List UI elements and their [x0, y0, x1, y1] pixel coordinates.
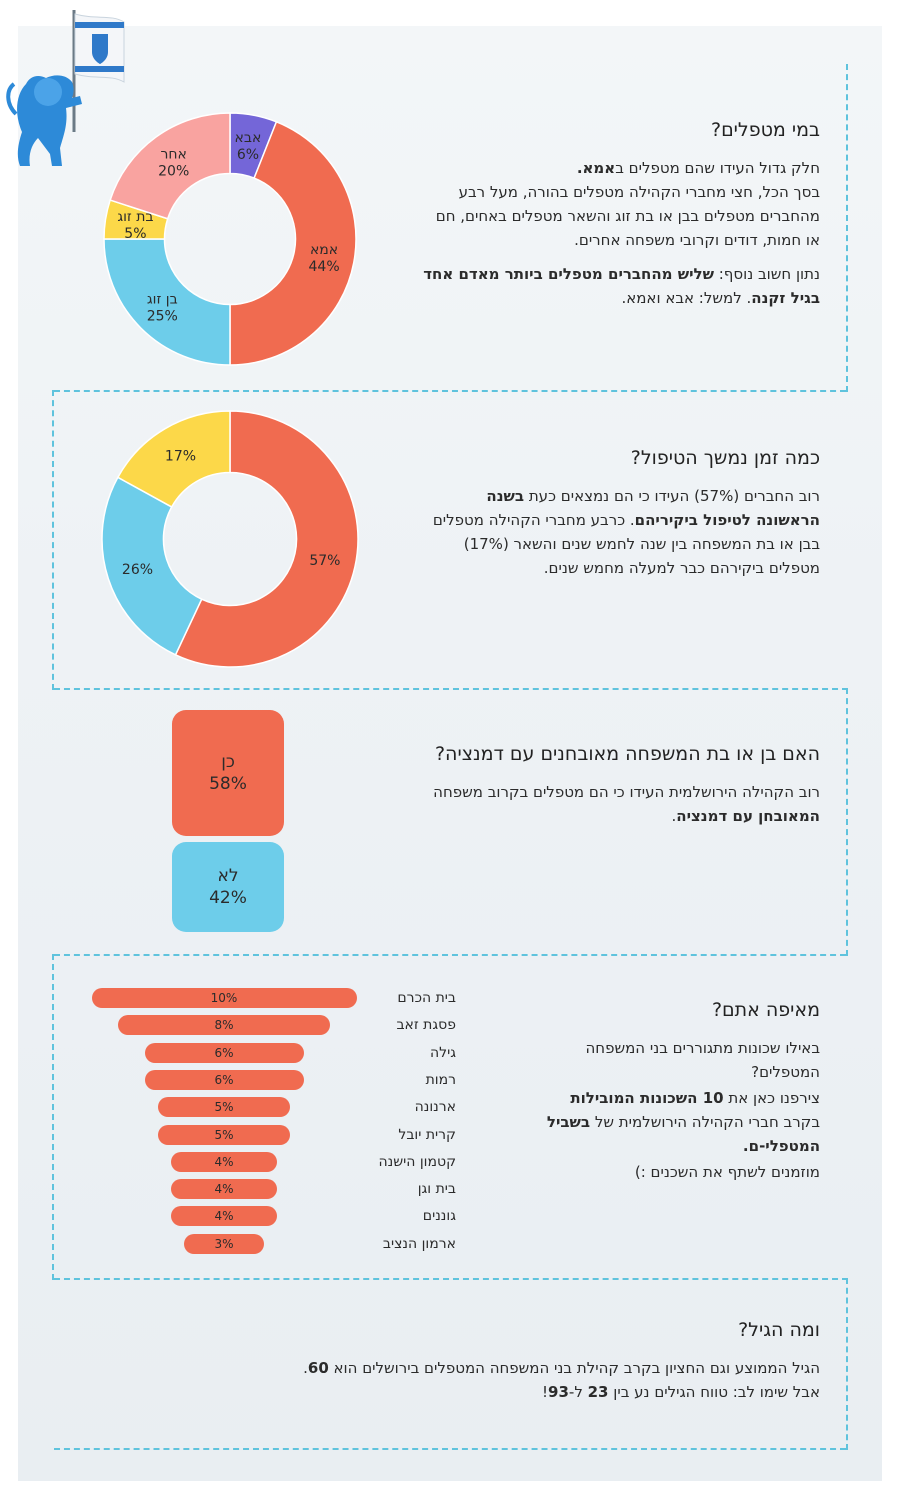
neighborhood-label: קרית יובל: [398, 1126, 456, 1143]
slice-category-label: בן זוג: [147, 292, 178, 308]
section-where: מאיפה אתם? באילו שכונות מתגוררים בני המש…: [540, 998, 820, 1194]
dementia-no-box: לא 42%: [172, 842, 284, 932]
slice-category-label: אמא: [310, 242, 338, 258]
yes-label: כן: [221, 752, 235, 772]
dementia-yes-box: כן 58%: [172, 710, 284, 836]
jerusalem-logo: [6, 10, 125, 166]
section-title: מאיפה אתם?: [711, 999, 820, 1021]
divider: [54, 954, 846, 956]
section-title: ומה הגיל?: [738, 1319, 820, 1341]
slice-value-label: 26%: [122, 562, 153, 578]
section-title: במי מטפלים?: [710, 119, 820, 141]
neighborhood-label: בית הכרם: [397, 990, 456, 1006]
section-title: האם בן או בת המשפחה מאובחנים עם דמנציה?: [434, 743, 820, 765]
neighborhood-bar: 10%: [91, 988, 357, 1008]
neighborhood-label: גוננים: [422, 1208, 456, 1225]
donut-slice: [229, 120, 357, 366]
paragraph: אבל שימו לב: טווח הגילים נע בין 23 ל-93!: [542, 1383, 820, 1401]
neighborhood-bar: 3%: [184, 1233, 264, 1254]
donut-slice: [103, 238, 231, 366]
neighborhood-label: גילה: [429, 1044, 456, 1061]
divider: [846, 64, 848, 392]
paragraph: הגיל הממוצע וגם החציון בקרב קהילת בני המ…: [303, 1359, 820, 1377]
divider: [54, 1278, 848, 1280]
section-dementia: האם בן או בת המשפחה מאובחנים עם דמנציה? …: [400, 742, 820, 838]
paragraph: רוב הקהילה הירושלמית העידו כי הם מטפלים …: [433, 783, 820, 825]
donut-slice: [116, 410, 231, 508]
neighborhood-bar: 5%: [157, 1124, 291, 1145]
slice-value-label: 20%: [158, 164, 189, 180]
paragraph: באילו שכונות מתגוררים בני המשפחה המטפלים…: [585, 1039, 820, 1081]
neighborhood-label: בית וגן: [417, 1181, 456, 1198]
neighborhood-bar: 4%: [171, 1179, 277, 1200]
slice-category-label: אבא: [235, 130, 262, 146]
no-value: 42%: [209, 888, 247, 908]
section-title: כמה זמן נמשך הטיפול?: [630, 447, 820, 469]
neighborhood-bar: 4%: [171, 1206, 277, 1227]
slice-category-label: בת זוג: [117, 209, 153, 225]
neighborhood-label: ארנונה: [414, 1099, 456, 1116]
donut-slice: [109, 112, 231, 220]
neighborhood-label: קטמון הישנה: [378, 1153, 456, 1170]
donut-slice: [174, 410, 359, 668]
divider: [54, 1448, 846, 1450]
neighborhood-bar: 4%: [171, 1151, 277, 1172]
neighborhood-bar: 6%: [144, 1069, 304, 1090]
donut-slice: [101, 476, 203, 656]
neighborhood-label: ארמון הנציב: [382, 1235, 456, 1252]
slice-category-label: אחר: [161, 147, 187, 163]
paragraph: צירפנו כאן את 10 השכונות המובילות בקרב ח…: [546, 1089, 820, 1155]
section-duration: כמה זמן נמשך הטיפול? רוב החברים (57%) הע…: [430, 446, 820, 590]
divider: [54, 390, 846, 392]
neighborhood-label: רמות: [425, 1071, 456, 1088]
paragraph: נתון חשוב נוסף: שליש מהחברים מטפלים ביות…: [423, 265, 820, 307]
section-who-cares: במי מטפלים? חלק גדול העידו שהם מטפלים בא…: [420, 118, 820, 320]
no-label: לא: [217, 866, 239, 886]
neighborhood-bar: 6%: [144, 1042, 304, 1063]
slice-value-label: 57%: [309, 553, 340, 569]
divider: [52, 390, 54, 690]
neighborhood-label: פסגת זאב: [396, 1017, 456, 1034]
divider: [846, 1278, 848, 1450]
neighborhood-bar: 8%: [118, 1015, 330, 1036]
section-age: ומה הגיל? הגיל הממוצע וגם החציון בקרב קה…: [150, 1318, 820, 1414]
divider: [54, 688, 848, 690]
paragraph: רוב החברים (57%) העידו כי הם נמצאים כעת …: [432, 487, 820, 577]
slice-value-label: 6%: [237, 147, 259, 163]
paragraph: חלק גדול העידו שהם מטפלים באמא. בסך הכל, …: [435, 159, 820, 249]
slice-value-label: 17%: [165, 448, 196, 464]
paragraph: מוזמנים לשתף את השכנים :): [634, 1163, 820, 1181]
yes-value: 58%: [209, 774, 247, 794]
care-duration-donut-chart: 57% 26% 17%: [101, 410, 359, 668]
slice-value-label: 44%: [309, 259, 340, 275]
divider: [52, 954, 54, 1280]
divider: [846, 688, 848, 956]
slice-value-label: 5%: [124, 226, 146, 242]
slice-value-label: 25%: [147, 309, 178, 325]
neighborhood-bar: 5%: [157, 1097, 291, 1118]
